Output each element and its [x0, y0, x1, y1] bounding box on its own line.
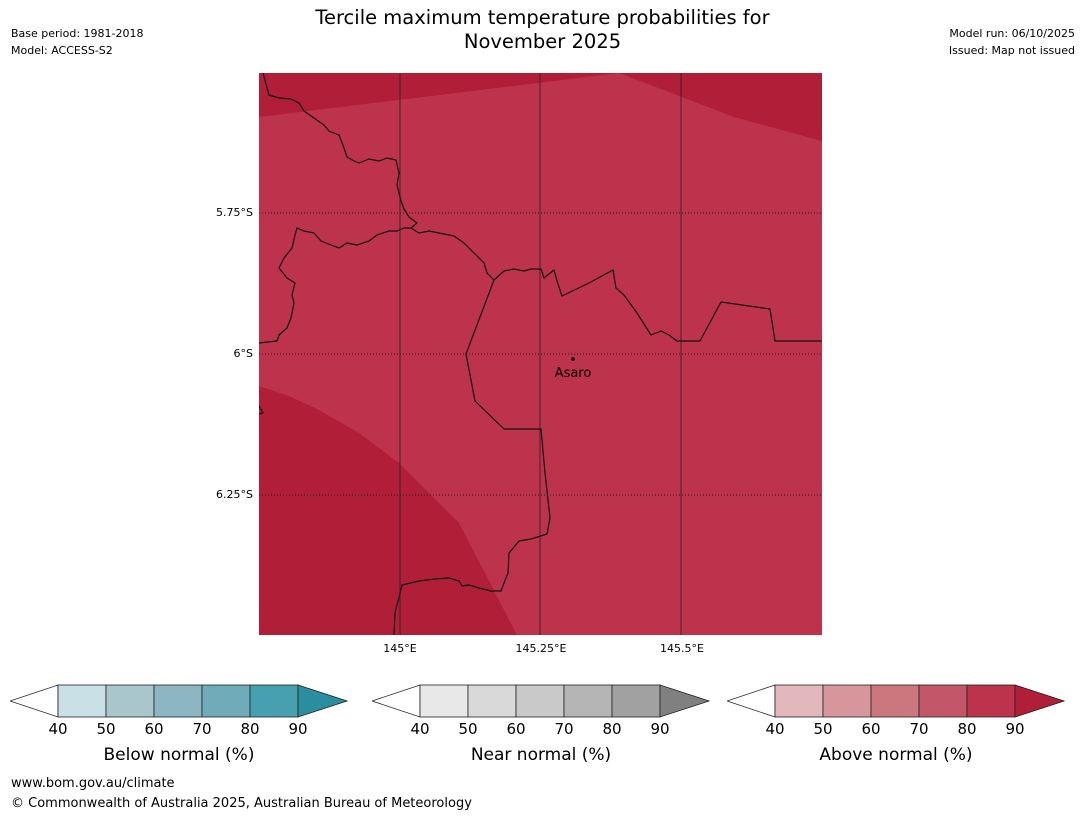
- cb-near-max-arrow: [659, 684, 710, 718]
- cb-above-tick-50: 50: [813, 720, 833, 738]
- cb-above-tick-40: 40: [765, 720, 785, 738]
- cb-near-tick-50: 50: [458, 720, 478, 738]
- page-title: Tercile maximum temperature probabilitie…: [0, 6, 1085, 54]
- cb-below-40-50: [57, 684, 107, 718]
- cb-below-80-90: [249, 684, 299, 718]
- cb-near-50-60: [467, 684, 517, 718]
- cb-below-tick-50: 50: [96, 720, 116, 738]
- cb-above-50-60: [822, 684, 872, 718]
- cb-below-tick-40: 40: [48, 720, 68, 738]
- lat-label-6: 6°S: [233, 347, 253, 360]
- cb-above-tick-80: 80: [957, 720, 977, 738]
- cb-near-tick-90: 90: [650, 720, 670, 738]
- cb-above-max-arrow: [1014, 684, 1065, 718]
- cb-near-tick-40: 40: [410, 720, 430, 738]
- cb-above-40-50: [774, 684, 824, 718]
- cb-near-40-50: [419, 684, 469, 718]
- lon-label-145-25: 145.25°E: [515, 642, 567, 655]
- admin-boundaries: [259, 73, 822, 635]
- cb-near-60-70: [515, 684, 565, 718]
- cb-above-tick-70: 70: [909, 720, 929, 738]
- issued-status: Issued: Map not issued: [948, 44, 1075, 57]
- cb-near-tick-60: 60: [506, 720, 526, 738]
- lon-label-145: 145°E: [383, 642, 417, 655]
- model-run: Model run: 06/10/2025: [949, 27, 1075, 40]
- cb-above-title: Above normal (%): [819, 745, 973, 765]
- lat-label-5-75: 5.75°S: [216, 206, 253, 219]
- cb-below-tick-90: 90: [288, 720, 308, 738]
- cb-near-min-arrow: [372, 684, 421, 718]
- cb-above-60-70: [870, 684, 920, 718]
- footer-copyright: © Commonwealth of Australia 2025, Austra…: [11, 796, 472, 811]
- base-period: Base period: 1981-2018: [11, 27, 144, 40]
- title-line-1: Tercile maximum temperature probabilitie…: [315, 6, 770, 29]
- cb-below-60-70: [153, 684, 203, 718]
- cb-above-80-90: [966, 684, 1016, 718]
- cb-below-tick-60: 60: [144, 720, 164, 738]
- cb-below-tick-70: 70: [192, 720, 212, 738]
- header-meta-right: Model run: 06/10/2025 Issued: Map not is…: [949, 25, 1075, 59]
- town-label-asaro: Asaro: [555, 366, 592, 381]
- header-meta-left: Base period: 1981-2018 Model: ACCESS-S2: [11, 25, 143, 59]
- cb-above-70-80: [918, 684, 968, 718]
- colorbar-below-normal: [10, 684, 348, 718]
- graticule: [259, 73, 822, 635]
- footer-url: www.bom.gov.au/climate: [11, 776, 175, 791]
- title-line-2: November 2025: [463, 30, 622, 53]
- cb-near-title: Near normal (%): [470, 745, 612, 765]
- cb-below-title: Below normal (%): [103, 745, 255, 765]
- town-marker-asaro: [571, 357, 575, 361]
- cb-above-tick-90: 90: [1005, 720, 1025, 738]
- cb-below-tick-80: 80: [240, 720, 260, 738]
- cb-above-tick-60: 60: [861, 720, 881, 738]
- colorbar-near-normal: [372, 684, 710, 718]
- lat-label-6-25: 6.25°S: [216, 488, 253, 501]
- cb-near-80-90: [611, 684, 661, 718]
- cb-near-70-80: [563, 684, 613, 718]
- region-above-70-80-bottom: [259, 386, 517, 635]
- colorbar-above-normal: [727, 684, 1065, 718]
- cb-below-max-arrow: [297, 684, 348, 718]
- cb-near-tick-70: 70: [554, 720, 574, 738]
- cb-below-70-80: [201, 684, 251, 718]
- cb-below-min-arrow: [10, 684, 59, 718]
- forecast-map[interactable]: Asaro: [259, 73, 822, 635]
- lon-label-145-5: 145.5°E: [660, 642, 704, 655]
- cb-below-50-60: [105, 684, 155, 718]
- cb-near-tick-80: 80: [602, 720, 622, 738]
- model-name: Model: ACCESS-S2: [11, 44, 113, 57]
- cb-above-min-arrow: [727, 684, 776, 718]
